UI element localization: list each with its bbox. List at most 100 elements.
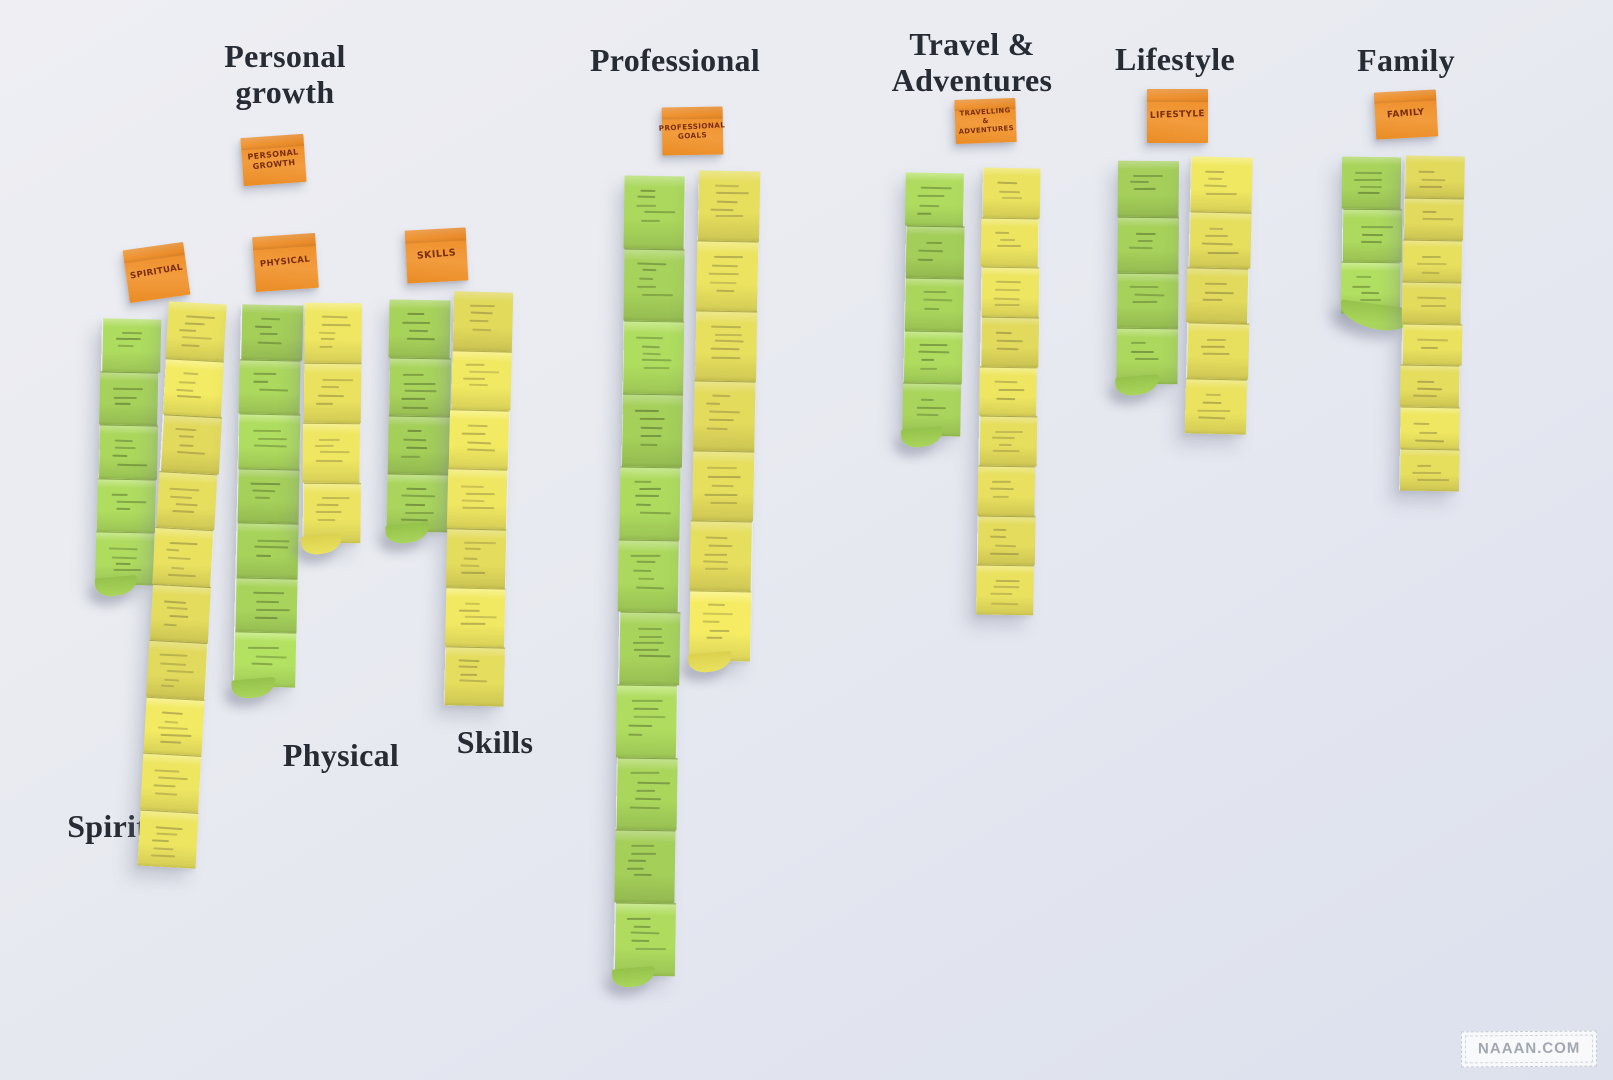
handwriting-scribble <box>406 447 428 450</box>
sticky-strip-spiritual-green <box>94 318 162 598</box>
handwriting-scribble <box>160 684 174 688</box>
handwriting-scribble <box>1416 263 1447 266</box>
handwriting-scribble <box>400 455 421 458</box>
sticky-note-segment <box>982 167 1041 219</box>
handwriting-scribble <box>156 832 177 836</box>
sticky-note-segment <box>696 240 759 312</box>
strip-bottom-curl <box>687 650 733 674</box>
handwriting-scribble <box>401 406 429 410</box>
handwriting-scribble <box>702 620 720 623</box>
sticky-note-segment <box>238 358 301 415</box>
handwriting-scribble <box>995 232 1010 235</box>
sticky-note-segment <box>1190 156 1253 214</box>
handwriting-scribble <box>401 397 426 400</box>
handwriting-scribble <box>708 544 733 548</box>
handwriting-scribble <box>160 733 192 738</box>
handwriting-scribble <box>167 557 191 561</box>
handwriting-scribble <box>317 518 336 521</box>
handwriting-scribble <box>257 341 282 344</box>
sticky-note-segment <box>1342 209 1403 262</box>
strip-bottom-curl <box>611 965 657 989</box>
handwriting-scribble <box>632 642 664 645</box>
handwriting-scribble <box>320 451 350 454</box>
handwriting-scribble <box>114 446 135 449</box>
handwriting-scribble <box>174 428 196 432</box>
handwriting-scribble <box>640 189 656 192</box>
handwriting-scribble <box>463 377 486 380</box>
handwriting-scribble <box>114 402 131 405</box>
handwriting-scribble <box>1200 345 1226 348</box>
caption-skills: Skills <box>456 724 534 760</box>
strip-bottom-curl <box>231 676 277 700</box>
sticky-note-segment <box>1117 216 1180 273</box>
handwriting-scribble <box>999 190 1021 194</box>
handwriting-scribble <box>991 602 1019 605</box>
handwriting-scribble <box>1412 471 1441 474</box>
strip-bottom-curl <box>300 533 344 556</box>
handwriting-scribble <box>254 496 270 500</box>
handwriting-scribble <box>716 192 750 195</box>
handwriting-scribble <box>459 609 480 612</box>
handwriting-scribble <box>184 322 206 326</box>
handwriting-scribble <box>995 544 1017 548</box>
handwriting-scribble <box>403 383 436 386</box>
sticky-note-segment <box>1184 377 1248 435</box>
handwriting-scribble <box>117 463 147 466</box>
handwriting-scribble <box>634 481 652 484</box>
sticky-note-segment <box>146 639 208 700</box>
handwriting-scribble <box>1418 170 1435 173</box>
handwriting-scribble <box>996 339 1024 343</box>
handwriting-scribble <box>638 628 662 631</box>
handwriting-scribble <box>918 350 950 354</box>
handwriting-scribble <box>638 578 655 581</box>
handwriting-scribble <box>153 784 176 788</box>
sticky-note-segment <box>451 350 512 411</box>
sticky-note-segment <box>691 450 755 522</box>
handwriting-scribble <box>706 402 721 405</box>
handwriting-scribble <box>108 547 138 551</box>
sticky-note-segment <box>446 468 508 530</box>
handwriting-scribble <box>996 347 1020 351</box>
handwriting-scribble <box>632 700 663 703</box>
handwriting-scribble <box>636 561 656 564</box>
handwriting-scribble <box>926 241 943 244</box>
handwriting-scribble <box>316 402 334 406</box>
handwriting-scribble <box>1421 256 1441 259</box>
handwriting-scribble <box>921 398 935 402</box>
handwriting-scribble <box>176 394 201 398</box>
handwriting-scribble <box>702 560 729 564</box>
handwriting-scribble <box>470 311 493 315</box>
handwriting-scribble <box>916 406 947 409</box>
category-note-label: FAMILY <box>1386 107 1426 121</box>
sticky-note-segment <box>1399 406 1460 450</box>
handwriting-scribble <box>702 612 734 615</box>
strip-bottom-curl <box>1114 373 1161 397</box>
sticky-note-segment <box>619 466 681 541</box>
sticky-note-segment <box>387 415 450 475</box>
sticky-note-segment <box>1187 322 1250 380</box>
handwriting-scribble <box>253 444 286 448</box>
handwriting-scribble <box>256 600 280 604</box>
handwriting-scribble <box>116 500 147 504</box>
handwriting-scribble <box>1421 346 1439 350</box>
watermark-inner-border: NAAAN.COM <box>1464 1034 1594 1064</box>
sticky-note-segment <box>389 357 452 417</box>
handwriting-scribble <box>179 329 197 332</box>
sticky-note-segment <box>241 304 304 361</box>
handwriting-scribble <box>992 449 1020 453</box>
watermark-text: NAAAN.COM <box>1477 1039 1581 1058</box>
handwriting-scribble <box>641 293 673 297</box>
handwriting-scribble <box>710 208 734 211</box>
sticky-note-segment <box>1401 281 1462 324</box>
handwriting-scribble <box>1354 178 1383 182</box>
handwriting-scribble <box>919 343 948 347</box>
handwriting-scribble <box>711 356 741 360</box>
handwriting-scribble <box>637 781 670 785</box>
handwriting-scribble <box>714 184 739 187</box>
handwriting-scribble <box>319 345 334 348</box>
sticky-note-segment <box>304 302 362 364</box>
sticky-note-segment <box>1399 448 1460 492</box>
handwriting-scribble <box>635 947 666 951</box>
handwriting-scribble <box>1130 341 1146 344</box>
sticky-note-segment <box>235 577 298 633</box>
